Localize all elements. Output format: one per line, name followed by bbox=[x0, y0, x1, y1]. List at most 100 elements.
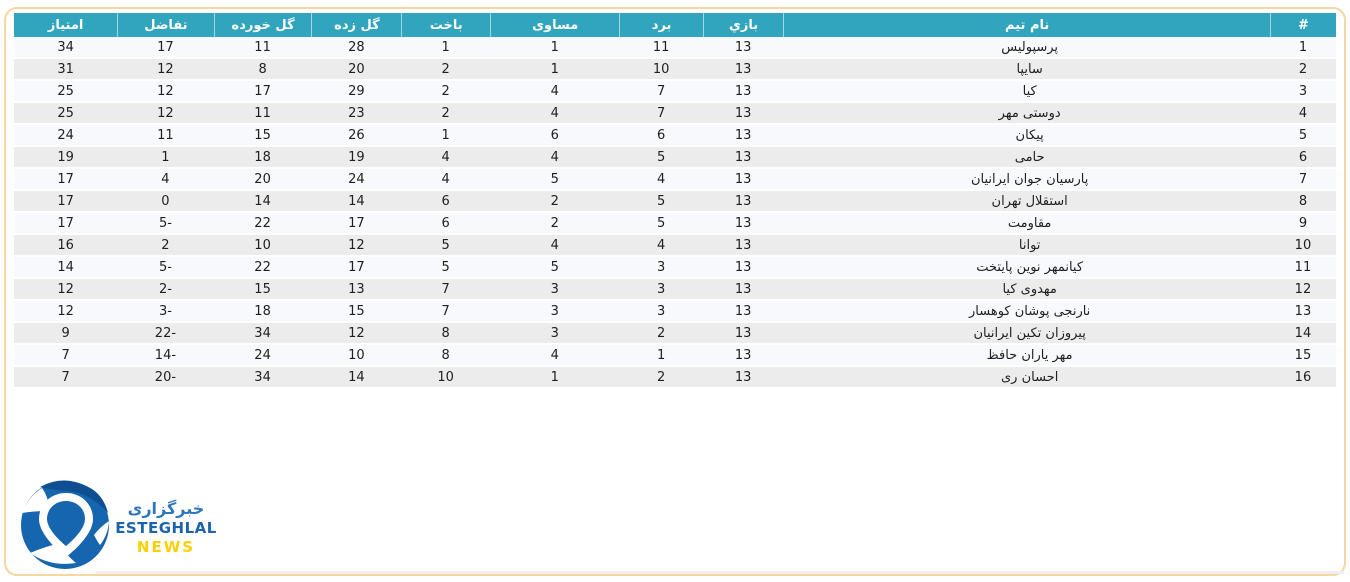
cell-goals_for: 19 bbox=[311, 147, 402, 169]
cell-goals_for: 26 bbox=[311, 125, 402, 147]
cell-goal_diff: 20- bbox=[117, 367, 214, 389]
cell-goals_for: 23 bbox=[311, 103, 402, 125]
cell-drawn: 3 bbox=[489, 301, 620, 323]
cell-goals_against: 15 bbox=[213, 125, 312, 147]
cell-won: 2 bbox=[619, 323, 703, 345]
cell-rank: 6 bbox=[1269, 147, 1336, 169]
cell-goal_diff: 2- bbox=[117, 279, 214, 301]
cell-rank: 11 bbox=[1269, 257, 1336, 279]
cell-rank: 12 bbox=[1269, 279, 1336, 301]
table-row: 6 حامی 13 5 4 4 19 18 1 19 bbox=[14, 147, 1336, 169]
cell-won: 5 bbox=[619, 147, 703, 169]
column-header-rank: # bbox=[1269, 13, 1336, 37]
cell-goals_against: 18 bbox=[213, 301, 312, 323]
cell-goals_for: 28 bbox=[311, 37, 402, 59]
cell-drawn: 4 bbox=[489, 103, 620, 125]
table-row: 1 پرسپولیس 13 11 1 1 28 11 17 34 bbox=[14, 37, 1336, 59]
table-row: 8 استقلال تهران 13 5 2 6 14 14 0 17 bbox=[14, 191, 1336, 213]
cell-points: 17 bbox=[14, 191, 118, 213]
cell-goals_against: 15 bbox=[213, 279, 312, 301]
cell-won: 10 bbox=[619, 59, 703, 81]
cell-drawn: 2 bbox=[489, 213, 620, 235]
cell-points: 12 bbox=[14, 301, 118, 323]
cell-team: مقاومت bbox=[783, 213, 1270, 235]
cell-points: 17 bbox=[14, 213, 118, 235]
cell-played: 13 bbox=[702, 59, 784, 81]
cell-lost: 1 bbox=[401, 125, 490, 147]
cell-team: پیروزان تکین ایرانیان bbox=[783, 323, 1270, 345]
cell-drawn: 4 bbox=[489, 235, 620, 257]
column-header-goal_diff: تفاضل bbox=[117, 13, 214, 37]
cell-lost: 4 bbox=[401, 169, 490, 191]
cell-points: 31 bbox=[14, 59, 118, 81]
table-row: 9 مقاومت 13 5 2 6 17 22 5- 17 bbox=[14, 213, 1336, 235]
cell-lost: 7 bbox=[401, 301, 490, 323]
cell-goal_diff: 5- bbox=[117, 257, 214, 279]
cell-lost: 2 bbox=[401, 103, 490, 125]
cell-played: 13 bbox=[702, 103, 784, 125]
cell-drawn: 1 bbox=[489, 37, 620, 59]
cell-goals_against: 14 bbox=[213, 191, 312, 213]
cell-goals_for: 15 bbox=[311, 301, 402, 323]
cell-points: 16 bbox=[14, 235, 118, 257]
cell-goals_against: 34 bbox=[213, 367, 312, 389]
cell-points: 14 bbox=[14, 257, 118, 279]
standings-header: # نام تیم بازي برد مساوی باخت گل زده گل خورده تف… bbox=[14, 13, 1336, 37]
cell-goals_against: 22 bbox=[213, 213, 312, 235]
cell-won: 3 bbox=[619, 279, 703, 301]
cell-lost: 10 bbox=[401, 367, 490, 389]
cell-rank: 8 bbox=[1269, 191, 1336, 213]
cell-played: 13 bbox=[702, 279, 784, 301]
cell-goals_for: 17 bbox=[311, 213, 402, 235]
column-header-drawn: مساوی bbox=[489, 13, 620, 37]
cell-won: 7 bbox=[619, 81, 703, 103]
cell-goals_for: 14 bbox=[311, 191, 402, 213]
cell-team: پارسیان جوان ایرانیان bbox=[783, 169, 1270, 191]
cell-played: 13 bbox=[702, 257, 784, 279]
cell-points: 9 bbox=[14, 323, 118, 345]
cell-goals_against: 34 bbox=[213, 323, 312, 345]
cell-goals_against: 11 bbox=[213, 37, 312, 59]
league-standings-table: # نام تیم بازي برد مساوی باخت گل زده گل خورده تف… bbox=[14, 13, 1336, 389]
cell-played: 13 bbox=[702, 169, 784, 191]
logo-line-news: NEWS bbox=[136, 538, 196, 556]
cell-lost: 2 bbox=[401, 59, 490, 81]
cell-goals_against: 8 bbox=[213, 59, 312, 81]
cell-played: 13 bbox=[702, 147, 784, 169]
cell-points: 12 bbox=[14, 279, 118, 301]
table-row: 15 مهر یاران حافظ 13 1 4 8 10 24 14- 7 bbox=[14, 345, 1336, 367]
cell-drawn: 6 bbox=[489, 125, 620, 147]
cell-lost: 2 bbox=[401, 81, 490, 103]
cell-goals_against: 17 bbox=[213, 81, 312, 103]
cell-drawn: 3 bbox=[489, 279, 620, 301]
cell-played: 13 bbox=[702, 213, 784, 235]
cell-points: 19 bbox=[14, 147, 118, 169]
cell-won: 5 bbox=[619, 191, 703, 213]
cell-team: احسان ری bbox=[783, 367, 1270, 389]
cell-lost: 5 bbox=[401, 235, 490, 257]
cell-rank: 7 bbox=[1269, 169, 1336, 191]
cell-drawn: 4 bbox=[489, 345, 620, 367]
cell-lost: 1 bbox=[401, 37, 490, 59]
cell-goals_for: 24 bbox=[311, 169, 402, 191]
soccer-ball-pin-icon bbox=[21, 480, 109, 569]
cell-goals_against: 20 bbox=[213, 169, 312, 191]
cell-lost: 6 bbox=[401, 213, 490, 235]
cell-goal_diff: 0 bbox=[117, 191, 214, 213]
cell-goals_for: 17 bbox=[311, 257, 402, 279]
cell-played: 13 bbox=[702, 191, 784, 213]
table-row: 10 توانا 13 4 4 5 12 10 2 16 bbox=[14, 235, 1336, 257]
cell-goal_diff: 1 bbox=[117, 147, 214, 169]
cell-rank: 4 bbox=[1269, 103, 1336, 125]
standings-table-container: # نام تیم بازي برد مساوی باخت گل زده گل خورده تف… bbox=[14, 13, 1336, 389]
cell-drawn: 4 bbox=[489, 81, 620, 103]
cell-played: 13 bbox=[702, 37, 784, 59]
cell-points: 24 bbox=[14, 125, 118, 147]
cell-rank: 3 bbox=[1269, 81, 1336, 103]
cell-played: 13 bbox=[702, 235, 784, 257]
cell-won: 4 bbox=[619, 235, 703, 257]
cell-won: 7 bbox=[619, 103, 703, 125]
cell-played: 13 bbox=[702, 323, 784, 345]
cell-goal_diff: 12 bbox=[117, 103, 214, 125]
standings-panel: # نام تیم بازي برد مساوی باخت گل زده گل خورده تف… bbox=[4, 7, 1346, 576]
